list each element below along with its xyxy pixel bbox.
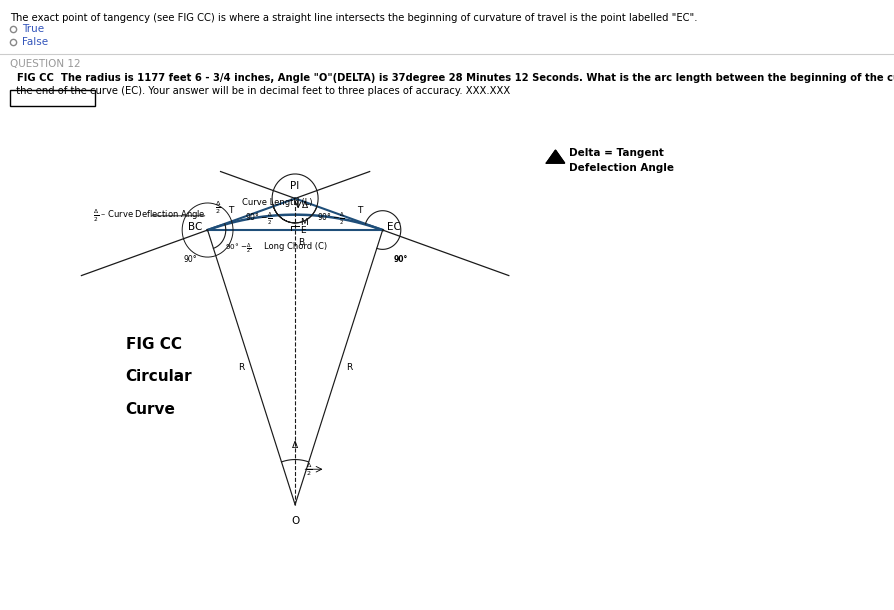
Text: 90° $-\frac{\Delta}{2}$: 90° $-\frac{\Delta}{2}$ xyxy=(224,242,251,256)
FancyBboxPatch shape xyxy=(10,90,95,106)
Text: O: O xyxy=(291,516,299,526)
Text: Curve Length (L): Curve Length (L) xyxy=(241,198,312,207)
Text: True: True xyxy=(22,24,44,34)
Text: E: E xyxy=(300,226,306,235)
Text: R: R xyxy=(238,363,244,372)
Text: 90° $-\frac{\Delta}{2}$: 90° $-\frac{\Delta}{2}$ xyxy=(245,211,273,227)
Text: $\frac{\Delta}{2}$ – Curve Deflection Angle: $\frac{\Delta}{2}$ – Curve Deflection An… xyxy=(93,207,206,224)
Text: R: R xyxy=(346,363,352,372)
Text: BC: BC xyxy=(189,223,203,232)
Text: Circular: Circular xyxy=(125,369,192,384)
Text: B: B xyxy=(298,238,304,247)
Text: the end of the curve (EC). Your answer will be in decimal feet to three places o: the end of the curve (EC). Your answer w… xyxy=(10,86,510,96)
Text: Defelection Angle: Defelection Angle xyxy=(569,163,674,173)
Text: 90°: 90° xyxy=(184,254,198,264)
Text: EC: EC xyxy=(387,223,401,232)
Polygon shape xyxy=(546,150,565,163)
Text: T: T xyxy=(228,206,233,215)
Text: False: False xyxy=(22,37,48,47)
Text: $\frac{\Delta}{2}$: $\frac{\Delta}{2}$ xyxy=(306,461,312,478)
Text: T: T xyxy=(357,206,363,215)
Text: Delta = Tangent: Delta = Tangent xyxy=(569,148,663,159)
Text: $\frac{\Delta}{2}$: $\frac{\Delta}{2}$ xyxy=(215,199,221,216)
Text: 90°: 90° xyxy=(393,254,408,264)
Text: FIG CC  The radius is 1177 feet 6 - 3/4 inches, Angle "O"(DELTA) is 37degree 28 : FIG CC The radius is 1177 feet 6 - 3/4 i… xyxy=(10,73,894,83)
Text: 90° $-\frac{\Delta}{2}$: 90° $-\frac{\Delta}{2}$ xyxy=(317,211,345,227)
Text: M: M xyxy=(300,218,308,227)
Text: $\Delta$: $\Delta$ xyxy=(291,439,299,450)
Text: Curve: Curve xyxy=(125,401,175,417)
Text: FIG CC: FIG CC xyxy=(125,337,181,352)
Text: $\Delta$: $\Delta$ xyxy=(301,199,309,210)
Text: PI: PI xyxy=(291,181,299,191)
Text: Long Chord (C): Long Chord (C) xyxy=(264,242,326,251)
Text: QUESTION 12: QUESTION 12 xyxy=(10,59,80,69)
Text: The exact point of tangency (see FIG CC) is where a straight line intersects the: The exact point of tangency (see FIG CC)… xyxy=(10,13,697,23)
